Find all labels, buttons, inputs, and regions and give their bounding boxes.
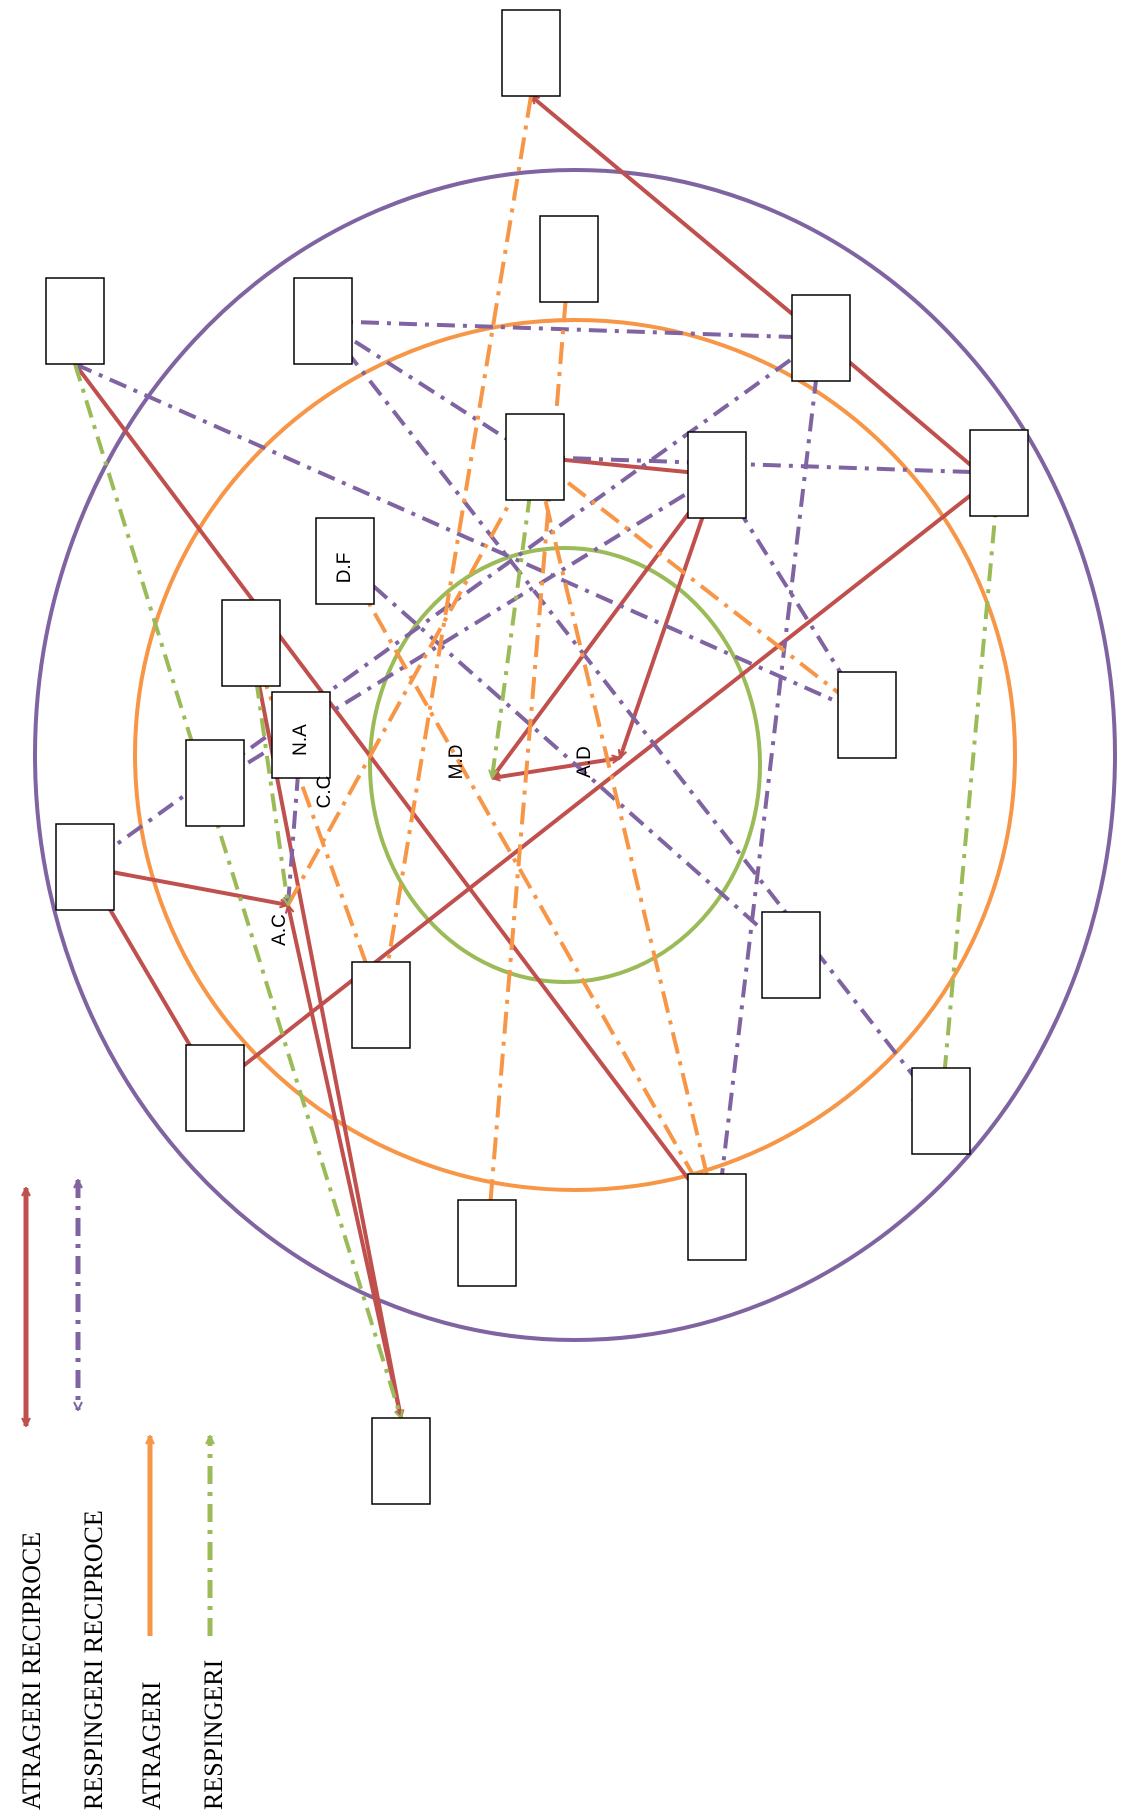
edge-rejection-t3-t19 xyxy=(73,363,401,1418)
nodes xyxy=(45,9,1029,1505)
legend-reciprocal-attraction-label: ATRAGERI RECIPROCE xyxy=(17,1532,46,1810)
edge-reciprocal-attraction-ac-t11 xyxy=(85,867,288,905)
node-na xyxy=(271,691,331,779)
legend-attraction-label: ATRAGERI xyxy=(137,1681,166,1810)
legend: ATRAGERI RECIPROCE RESPINGERI RECIPROCE … xyxy=(17,1180,228,1810)
edge-reciprocal-rejection-t4-t5 xyxy=(323,319,535,459)
node-t14 xyxy=(351,961,411,1049)
edge-reciprocal-attraction-t3-t18 xyxy=(73,364,719,1217)
node-t4 xyxy=(293,277,353,365)
legend-reciprocal-rejection-label: RESPINGERI RECIPROCE xyxy=(79,1510,108,1810)
label-na: N.A xyxy=(290,724,311,756)
node-t12 xyxy=(837,671,897,759)
label-md: M.D xyxy=(446,745,467,780)
label-ac: A.C xyxy=(269,914,290,946)
edge-attraction-t18-t5 xyxy=(535,457,719,1218)
legend-rejection: RESPINGERI xyxy=(199,1436,228,1810)
legend-rejection-label: RESPINGERI xyxy=(199,1660,228,1810)
label-cc: C.C xyxy=(314,776,335,809)
edge-attraction-ac-t5 xyxy=(286,457,537,906)
edge-reciprocal-attraction-md-ad xyxy=(492,758,620,778)
node-t13 xyxy=(761,911,821,999)
node-t3 xyxy=(45,277,105,365)
node-t1 xyxy=(501,9,561,97)
node-t16 xyxy=(911,1067,971,1155)
node-t18 xyxy=(687,1173,747,1261)
edge-reciprocal-rejection-df-t13 xyxy=(345,559,791,957)
node-t6 xyxy=(687,431,747,519)
edge-rejection-t16-t8 xyxy=(939,473,999,1112)
edges xyxy=(73,94,999,1418)
edge-reciprocal-rejection-t4-t7 xyxy=(323,321,821,338)
label-df: D.F xyxy=(334,553,355,584)
edge-reciprocal-attraction-t1-t7 xyxy=(531,94,821,340)
node-df xyxy=(315,517,375,605)
node-t17 xyxy=(457,1199,517,1287)
node-t10 xyxy=(185,739,245,827)
legend-reciprocal-rejection: RESPINGERI RECIPROCE xyxy=(78,1180,108,1810)
node-t7 xyxy=(791,294,851,382)
node-t8 xyxy=(969,429,1029,517)
edge-rejection-t5-md xyxy=(492,456,537,778)
node-t2 xyxy=(539,215,599,303)
node-t9 xyxy=(221,599,281,687)
node-labels: D.F N.A C.C A.C M.D A.D xyxy=(269,553,595,946)
label-ad: A.D xyxy=(574,746,595,778)
edge-reciprocal-rejection-t7-t18 xyxy=(717,338,821,1217)
node-t5 xyxy=(505,413,565,501)
edge-attraction-t17-t2 xyxy=(485,260,569,1244)
legend-attraction: ATRAGERI xyxy=(137,1436,166,1810)
edge-attraction-t1-t14 xyxy=(381,95,533,1005)
node-t11 xyxy=(55,823,115,911)
node-t19 xyxy=(371,1417,431,1505)
legend-reciprocal-attraction: ATRAGERI RECIPROCE xyxy=(17,1188,46,1810)
edge-attraction-t5-t12 xyxy=(533,455,867,717)
node-t15 xyxy=(185,1044,245,1132)
